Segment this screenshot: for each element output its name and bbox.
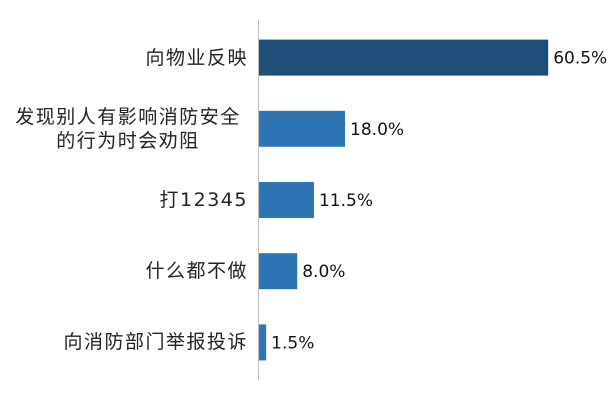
- category-label-box: 什么都不做: [145, 259, 248, 283]
- value-label: 60.5%: [553, 49, 607, 69]
- category-label: 发现别人有影响消防安全的行为时会劝阻: [15, 105, 241, 152]
- value-label: 11.5%: [319, 191, 373, 211]
- bar: [259, 182, 314, 218]
- bar: [259, 253, 298, 290]
- bar: [259, 39, 549, 76]
- category-label-box: 向物业反映: [145, 46, 248, 70]
- value-label: 8.0%: [302, 262, 345, 282]
- value-label: 18.0%: [350, 120, 404, 140]
- category-label-box: 发现别人有影响消防安全的行为时会劝阻: [8, 105, 248, 153]
- value-label: 1.5%: [271, 333, 314, 353]
- category-label-box: 向消防部门举报投诉: [63, 330, 248, 354]
- category-label: 向物业反映: [145, 46, 248, 69]
- category-label: 什么都不做: [145, 260, 248, 283]
- bar: [259, 324, 267, 361]
- category-label-box: 打12345: [160, 188, 248, 212]
- bar: [259, 110, 346, 147]
- category-label: 向消防部门举报投诉: [63, 331, 248, 354]
- category-label: 打12345: [159, 189, 248, 211]
